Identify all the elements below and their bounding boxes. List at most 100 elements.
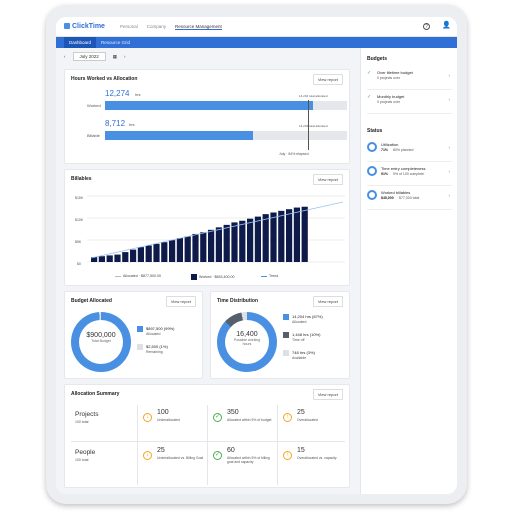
hours-title: Hours Worked vs Allocation bbox=[71, 76, 138, 82]
worked-billables-total: $77,000 total bbox=[399, 196, 420, 200]
billables-bar bbox=[293, 207, 300, 262]
nav-personal[interactable]: Personal bbox=[120, 24, 138, 29]
summary-count: 25 bbox=[157, 447, 165, 454]
time-entry-value: 91% bbox=[381, 172, 389, 176]
status-time-entry[interactable]: Time entry completeness 91% 9% of 100 co… bbox=[367, 164, 452, 186]
time-off-value: 1,448 hrs (10%) bbox=[292, 332, 321, 337]
allocation-title: Allocation Summary bbox=[71, 391, 120, 397]
prev-month-button[interactable]: ‹ bbox=[64, 54, 66, 59]
budget-item-lifetime[interactable]: ✓ Over lifetime budget 0 projects over › bbox=[367, 68, 452, 90]
user-icon[interactable]: 👤 bbox=[442, 22, 451, 29]
y-tick-3: $0 bbox=[77, 262, 81, 266]
utilization-ring-icon bbox=[367, 142, 377, 152]
budget-total: $900,000 bbox=[86, 332, 116, 339]
row-divider bbox=[71, 441, 345, 442]
nav-resource-management[interactable]: Resource Management bbox=[175, 24, 222, 30]
chevron-right-icon: › bbox=[448, 73, 450, 79]
summary-count: 60 bbox=[227, 447, 235, 454]
time-view-report-button[interactable]: View report bbox=[312, 296, 343, 307]
status-worked-billables[interactable]: Worked billables $45,000 $77,000 total › bbox=[367, 188, 452, 210]
worked-label: Worked bbox=[87, 103, 101, 108]
y-tick-1: $10K bbox=[75, 218, 84, 222]
app-screen: ClickTime Personal Company Resource Mana… bbox=[56, 17, 457, 494]
summary-label: Overallocated bbox=[297, 418, 318, 422]
calendar-icon[interactable]: ▦ bbox=[112, 53, 118, 59]
budget-card: Budget Allocated View report $900,000 To… bbox=[64, 291, 203, 379]
billable-bar-fill bbox=[105, 131, 253, 140]
billables-bar bbox=[122, 252, 129, 262]
worked-alloc-note: 14,204 total allocated bbox=[299, 94, 328, 98]
hours-view-report-button[interactable]: View report bbox=[312, 74, 343, 85]
budgets-title: Budgets bbox=[367, 56, 387, 62]
billables-bar bbox=[137, 247, 144, 262]
check-circle-icon: ✓ bbox=[213, 451, 222, 460]
arrow-up-icon: ↑ bbox=[283, 451, 292, 460]
time-allocated-swatch bbox=[283, 314, 289, 320]
help-icon[interactable]: ? bbox=[423, 23, 430, 30]
billables-bar bbox=[223, 224, 230, 262]
row-total: 100 total bbox=[75, 420, 89, 424]
summary-label: Allocated within 5% of budget bbox=[227, 418, 272, 422]
billables-bar bbox=[208, 229, 215, 262]
monthly-sub: 0 projects over bbox=[377, 100, 400, 104]
time-allocated-value: 14,204 hrs (87%) bbox=[292, 314, 323, 319]
summary-count: 350 bbox=[227, 409, 239, 416]
billable-value: 8,712 bbox=[105, 119, 126, 128]
billables-bar bbox=[215, 227, 222, 262]
billables-bar bbox=[176, 238, 183, 262]
time-card: Time Distribution View report 16,400 Pos… bbox=[210, 291, 350, 379]
tab-resource-grid[interactable]: Resource Grid bbox=[101, 40, 131, 45]
nav-company[interactable]: Company bbox=[146, 24, 167, 29]
budget-item-monthly[interactable]: ✓ Monthly budget 0 projects over › bbox=[367, 92, 452, 114]
time-available-value: 748 hrs (3%) bbox=[292, 350, 315, 355]
date-bar: ‹ July 2022 ▦ › bbox=[64, 52, 126, 61]
billables-bar bbox=[184, 236, 191, 262]
billables-bar bbox=[145, 245, 152, 262]
row-total: 100 total bbox=[75, 458, 89, 462]
billables-bar bbox=[247, 218, 254, 262]
time-available-label: Available bbox=[292, 356, 307, 360]
billables-bar bbox=[231, 222, 238, 262]
budget-view-report-button[interactable]: View report bbox=[165, 296, 196, 307]
time-total-label: Possible working hours bbox=[233, 338, 261, 346]
status-utilization[interactable]: Utilization 71% 80% planned › bbox=[367, 140, 452, 162]
month-picker[interactable]: July 2022 bbox=[72, 52, 106, 61]
budget-allocated-label: Allocated bbox=[146, 332, 161, 336]
billable-label: Billable bbox=[87, 133, 100, 138]
legend-trend-label: Trend bbox=[269, 274, 279, 278]
time-entry-ring-icon bbox=[367, 166, 377, 176]
billables-ring-icon bbox=[367, 190, 377, 200]
budget-remaining-value: $2,500 (1%) bbox=[146, 344, 168, 349]
elapsed-marker bbox=[308, 100, 310, 150]
allocation-view-report-button[interactable]: View report bbox=[312, 389, 343, 400]
budget-remaining-swatch bbox=[137, 344, 143, 350]
worked-bar bbox=[105, 101, 347, 110]
arrow-down-icon: ↓ bbox=[143, 413, 152, 422]
summary-count: 100 bbox=[157, 409, 169, 416]
time-entry-detail: 9% of 100 complete bbox=[393, 172, 424, 176]
billables-bar bbox=[254, 216, 261, 262]
billables-bar bbox=[106, 255, 113, 262]
summary-label: Allocated within 5% of billing goal and … bbox=[227, 456, 270, 465]
billables-title: Billables bbox=[71, 176, 92, 182]
billable-alloc-note: 14,204 total allocated bbox=[299, 124, 328, 128]
billables-bar bbox=[286, 209, 293, 262]
legend-trend: Trend bbox=[261, 274, 278, 278]
chevron-right-icon: › bbox=[448, 97, 450, 103]
logo[interactable]: ClickTime bbox=[64, 23, 105, 30]
elapsed-label: July · 84% elapsed bbox=[279, 152, 309, 156]
billables-bar bbox=[161, 242, 168, 262]
utilization-label: Utilization bbox=[381, 142, 399, 147]
time-donut-center: 16,400 Possible working hours bbox=[225, 320, 269, 364]
billables-bar bbox=[262, 214, 269, 262]
legend-allocated-swatch bbox=[115, 275, 121, 277]
budget-total-label: Total Budget bbox=[91, 339, 111, 343]
budget-title: Budget Allocated bbox=[71, 298, 112, 304]
check-circle-icon: ✓ bbox=[213, 413, 222, 422]
worked-billables-value: $45,000 bbox=[381, 196, 394, 200]
time-title: Time Distribution bbox=[217, 298, 259, 304]
next-month-button[interactable]: › bbox=[124, 54, 126, 59]
tab-dashboard[interactable]: Dashboard bbox=[64, 37, 97, 48]
time-total: 16,400 bbox=[236, 331, 258, 338]
billables-view-report-button[interactable]: View report bbox=[312, 174, 343, 185]
